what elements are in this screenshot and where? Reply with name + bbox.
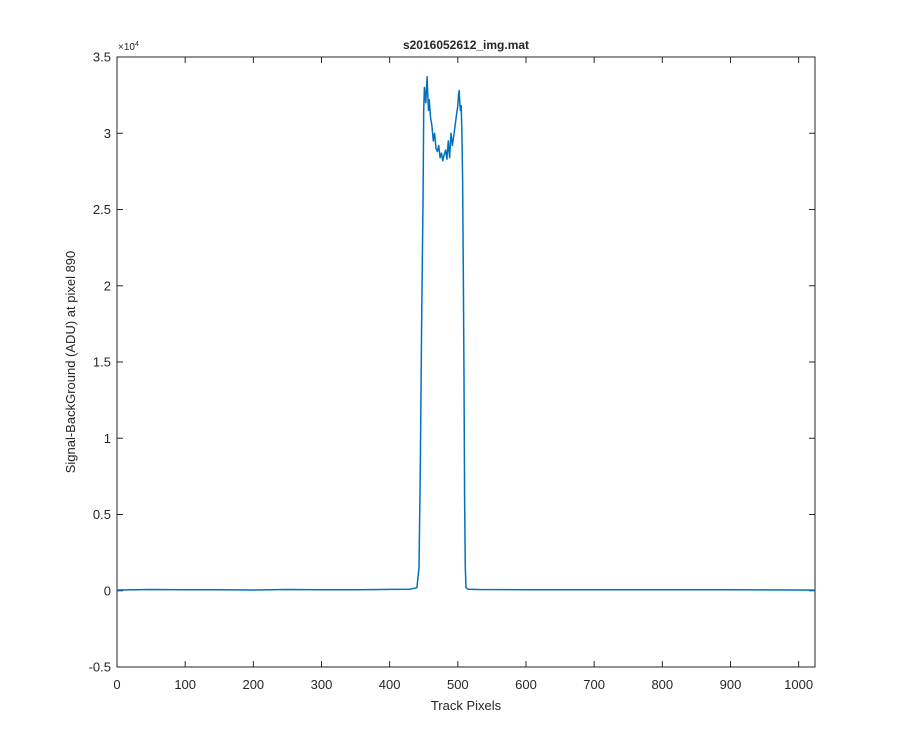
y-tick-label: 1.5 [93, 355, 111, 370]
y-tick-label: 2.5 [93, 202, 111, 217]
y-axis-ticks: -0.5 0 0.5 1 1.5 2 2.5 3 3.5 [89, 50, 815, 675]
x-tick-label: 200 [242, 677, 264, 692]
chart-title: s2016052612_img.mat [403, 38, 529, 52]
x-tick-label: 600 [515, 677, 537, 692]
y-tick-label: 3.5 [93, 50, 111, 65]
x-axis-label: Track Pixels [431, 698, 502, 713]
x-tick-label: 1000 [784, 677, 813, 692]
y-axis-exponent-power: 4 [135, 41, 139, 48]
y-tick-label: 1 [104, 431, 111, 446]
y-tick-label: 2 [104, 278, 111, 293]
y-tick-label: 0 [104, 583, 111, 598]
x-tick-label: 800 [651, 677, 673, 692]
x-tick-label: 300 [311, 677, 333, 692]
y-axis-label: Signal-BackGround (ADU) at pixel 890 [63, 251, 78, 474]
series-layer [116, 76, 816, 591]
y-tick-label: 0.5 [93, 507, 111, 522]
x-tick-label: 0 [113, 677, 120, 692]
y-axis-exponent-base: ×10 [118, 42, 135, 53]
x-tick-label: 900 [720, 677, 742, 692]
y-tick-label: 3 [104, 126, 111, 141]
y-tick-label: -0.5 [89, 660, 111, 675]
x-tick-label: 500 [447, 677, 469, 692]
x-tick-label: 700 [583, 677, 605, 692]
x-tick-label: 100 [174, 677, 196, 692]
x-tick-label: 400 [379, 677, 401, 692]
y-axis-exponent: ×104 [118, 41, 139, 53]
series-line [116, 76, 816, 591]
x-axis-ticks: 0 100 200 300 400 500 600 700 800 900 1000 [113, 57, 813, 692]
